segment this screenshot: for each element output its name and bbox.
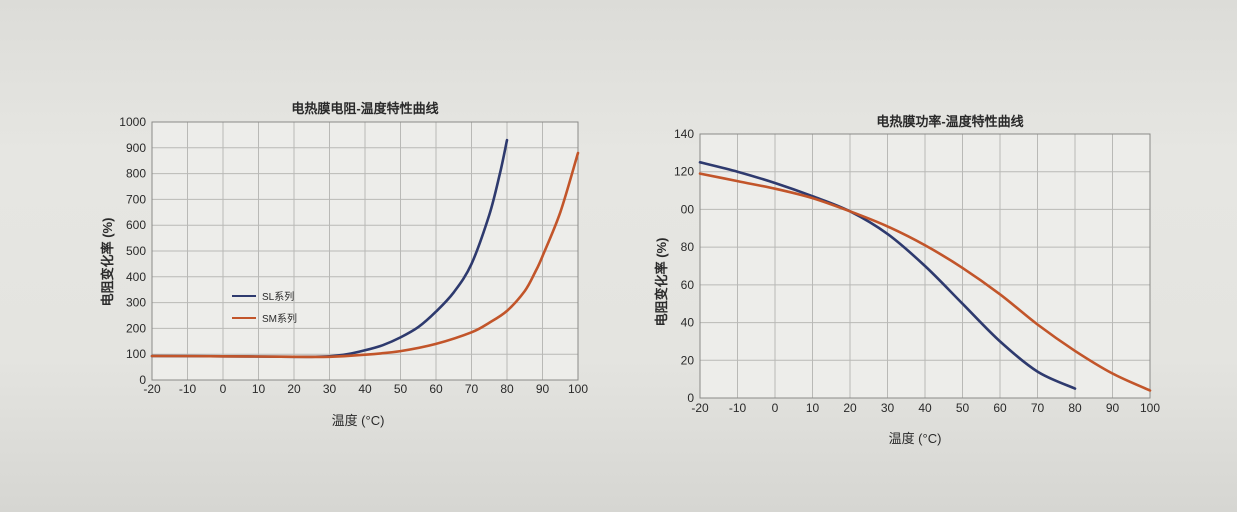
legend-label: SL系列 (262, 290, 294, 303)
x-tick-label: 10 (252, 382, 266, 396)
y-axis-label: 电阻变化率 (%) (654, 238, 669, 327)
y-tick-label: 900 (126, 141, 146, 155)
x-tick-label: 90 (1106, 401, 1120, 415)
y-tick-label: 140 (674, 127, 694, 141)
y-tick-label: 500 (126, 244, 146, 258)
x-tick-label: 20 (287, 382, 301, 396)
legend: SL系列 SM系列 (232, 290, 297, 325)
y-tick-label: 300 (126, 296, 146, 310)
x-tick-label: 60 (429, 382, 443, 396)
y-tick-label: 400 (126, 270, 146, 284)
x-tick-label: -10 (179, 382, 197, 396)
series-line-1 (698, 161, 1077, 390)
x-tick-label: 80 (500, 382, 514, 396)
x-tick-label: 100 (1140, 401, 1160, 415)
x-tick-label: 90 (536, 382, 550, 396)
x-tick-label: 30 (323, 382, 337, 396)
x-tick-label: -20 (143, 382, 161, 396)
power-chart: -20 -10 0 10 20 30 40 50 60 70 80 90 100 0 20 40 60 80 00 1… (654, 114, 1160, 446)
x-tick-label: 70 (465, 382, 479, 396)
y-tick-label: 200 (126, 321, 146, 335)
series-line-2 (150, 151, 580, 359)
y-tick-label: 00 (681, 202, 695, 216)
x-axis-label: 温度 (°C) (332, 413, 385, 428)
y-tick-label: 80 (681, 240, 695, 254)
y-tick-label: 120 (674, 165, 694, 179)
resistance-chart: -20 -10 0 10 20 30 40 50 60 70 80 90 100010020030040… (100, 101, 588, 428)
y-tick-label: 0 (687, 391, 694, 405)
x-tick-label: -20 (691, 401, 709, 415)
series-line-2 (698, 172, 1152, 392)
x-tick-label: 0 (772, 401, 779, 415)
x-tick-label: 0 (220, 382, 227, 396)
x-tick-label: 40 (358, 382, 372, 396)
x-tick-label: -10 (729, 401, 747, 415)
y-tick-label: 600 (126, 218, 146, 232)
plot-border (699, 133, 1151, 399)
x-tick-label: 50 (956, 401, 970, 415)
y-tick-label: 0 (139, 373, 146, 387)
x-tick-label: 20 (843, 401, 857, 415)
x-tick-label: 30 (881, 401, 895, 415)
legend-label: SM系列 (262, 312, 297, 325)
y-tick-label: 700 (126, 192, 146, 206)
y-tick-label: 100 (126, 347, 146, 361)
x-tick-label: 40 (918, 401, 932, 415)
x-tick-label: 50 (394, 382, 408, 396)
x-tick-label: 60 (993, 401, 1007, 415)
y-tick-label: 800 (126, 167, 146, 181)
y-axis-label: 电阻变化率 (%) (100, 218, 115, 307)
y-tick-label: 20 (681, 353, 695, 367)
x-tick-label: 80 (1068, 401, 1082, 415)
x-tick-label: 10 (806, 401, 820, 415)
x-axis-label: 温度 (°C) (889, 431, 942, 446)
y-tick-label: 1000 (119, 115, 146, 129)
plot-border (151, 121, 579, 381)
y-tick-label: 40 (681, 316, 695, 330)
x-tick-label: 70 (1031, 401, 1045, 415)
chart-title: 电热膜功率-温度特性曲线 (876, 114, 1023, 129)
x-tick-label: 100 (568, 382, 588, 396)
chart-title: 电热膜电阻-温度特性曲线 (291, 101, 438, 116)
y-tick-label: 60 (681, 278, 695, 292)
